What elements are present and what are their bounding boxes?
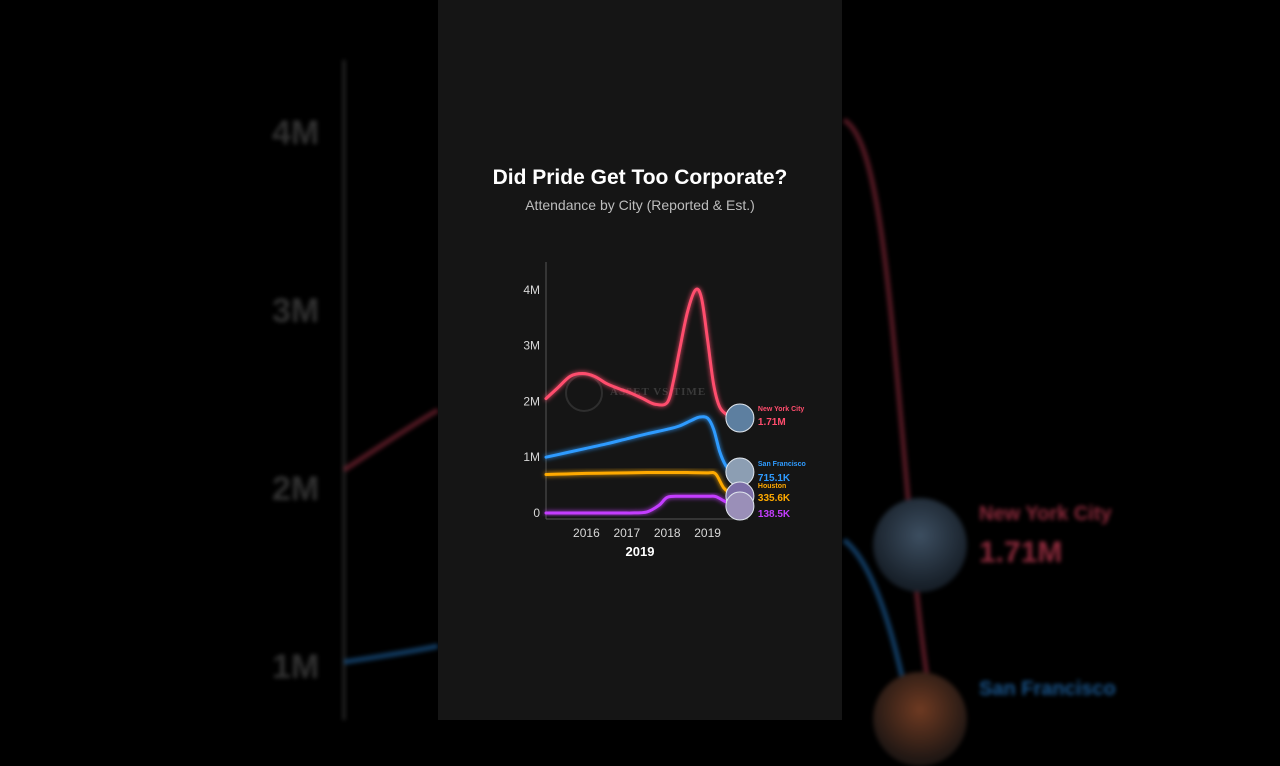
series-line-fourth-city (544, 494, 740, 515)
chart-title: Did Pride Get Too Corporate? (492, 166, 788, 189)
background-tick-2m: 2M (272, 470, 320, 508)
y-tick-label: 2M (523, 394, 540, 408)
background-sf-line-left (343, 643, 439, 665)
x-tick-label: 2017 (613, 526, 640, 540)
background-chart (342, 60, 938, 720)
background-sf-name: San Francisco (979, 678, 1116, 700)
y-tick-label: 4M (523, 283, 540, 297)
end-label-name-new-york-city: New York City (758, 406, 805, 413)
end-label-name-san-francisco: San Francisco (758, 461, 806, 468)
x-tick-label: 2016 (573, 526, 600, 540)
y-tick-label: 0 (533, 506, 540, 520)
line-chart: 0 1M 2M 3M 4M 2016 2017 2018 2019 2019 New York Ci… (523, 262, 806, 559)
x-tick-label: 2018 (654, 526, 681, 540)
y-tick-label: 3M (523, 339, 540, 353)
city-avatar-fourth-city (725, 491, 755, 521)
end-label-value-san-francisco: 715.1K (758, 473, 791, 484)
current-year-label: 2019 (626, 544, 655, 559)
end-label-name-houston: Houston (758, 483, 786, 490)
end-label-value-new-york-city: 1.71M (758, 417, 786, 428)
background-tick-3m: 3M (272, 292, 320, 330)
series-line-houston (544, 471, 740, 496)
background-sf-avatar (873, 672, 967, 766)
series-line-san-francisco (544, 415, 740, 475)
end-label-value-fourth-city: 138.5K (758, 509, 791, 520)
background-ny-line-left (342, 407, 440, 473)
background-ny-avatar (873, 498, 967, 592)
chart-subtitle: Attendance by City (Reported & Est.) (525, 197, 755, 213)
city-avatar-new-york-city (725, 403, 755, 433)
chart-panel: Did Pride Get Too Corporate? Attendance … (438, 0, 842, 720)
x-tick-label: 2019 (694, 526, 721, 540)
series-line-new-york-city (544, 287, 740, 420)
background-tick-1m: 1M (272, 648, 320, 686)
background-tick-4m: 4M (272, 114, 320, 152)
background-ny-name: New York City (979, 503, 1112, 525)
end-label-value-houston: 335.6K (758, 493, 791, 504)
background-ny-value: 1.71M (979, 536, 1063, 569)
y-tick-label: 1M (523, 450, 540, 464)
